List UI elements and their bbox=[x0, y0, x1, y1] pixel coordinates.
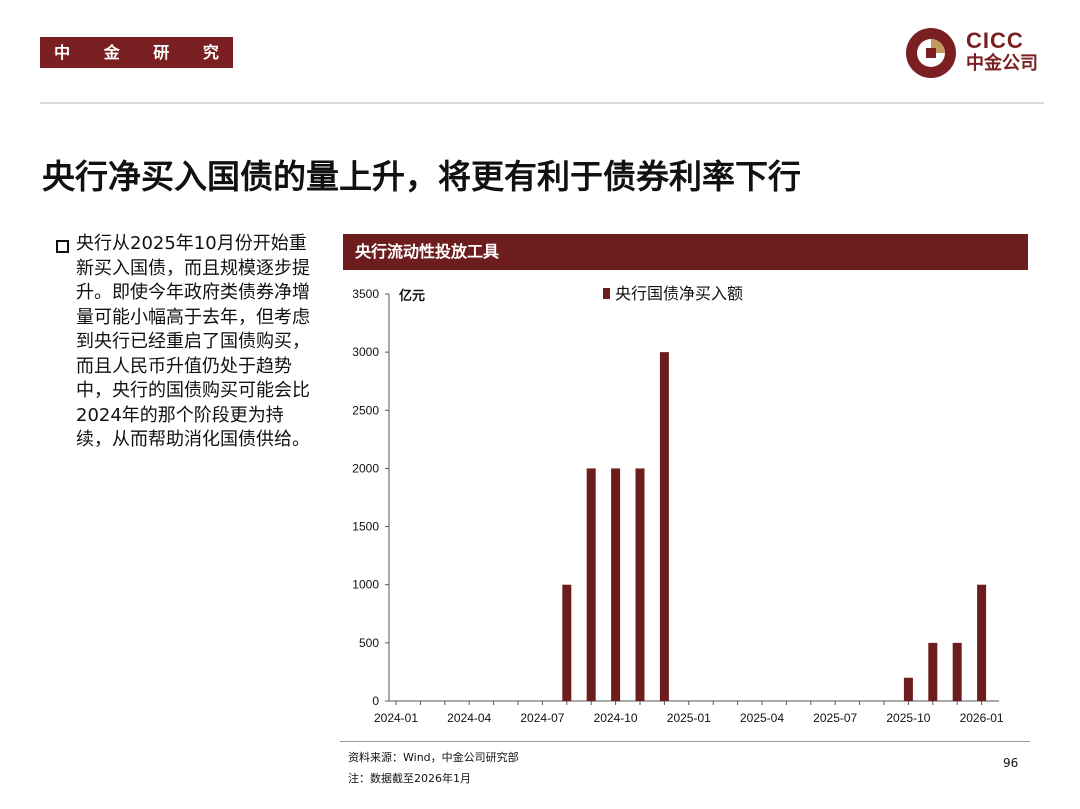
bar bbox=[977, 584, 987, 701]
bar bbox=[586, 468, 596, 701]
y-tick-label: 1500 bbox=[352, 520, 379, 534]
y-axis-unit-label: 亿元 bbox=[399, 288, 425, 304]
x-tick-label: 2024-04 bbox=[447, 711, 491, 725]
chart-header-title: 央行流动性投放工具 bbox=[355, 242, 500, 261]
bar bbox=[659, 352, 669, 701]
bar bbox=[562, 584, 572, 701]
x-tick-label: 2025-10 bbox=[886, 711, 930, 725]
footer-divider bbox=[340, 741, 1030, 742]
x-tick-label: 2024-10 bbox=[594, 711, 638, 725]
data-note: 注：数据截至2026年1月 bbox=[348, 772, 471, 785]
cicc-logo-mark-icon bbox=[906, 28, 956, 78]
bar bbox=[928, 642, 938, 701]
x-tick-label: 2024-07 bbox=[520, 711, 564, 725]
chart-header-bar: 央行流动性投放工具 bbox=[343, 234, 1028, 270]
x-tick-label: 2025-01 bbox=[667, 711, 711, 725]
page-title: 央行净买入国债的量上升，将更有利于债券利率下行 bbox=[42, 157, 801, 196]
y-tick-label: 500 bbox=[359, 636, 379, 650]
header-divider bbox=[40, 102, 1044, 104]
bar bbox=[635, 468, 645, 701]
y-tick-label: 0 bbox=[372, 694, 379, 708]
legend-swatch bbox=[603, 288, 610, 299]
bullet-text: 央行从2025年10月份开始重新买入国债，而且规模逐步提升。即使今年政府类债券净… bbox=[76, 233, 310, 450]
bar bbox=[611, 468, 621, 701]
x-tick-label: 2026-01 bbox=[960, 711, 1004, 725]
y-tick-label: 3000 bbox=[352, 345, 379, 359]
y-tick-label: 1000 bbox=[352, 578, 379, 592]
x-tick-label: 2025-07 bbox=[813, 711, 857, 725]
page-number: 96 bbox=[1003, 756, 1019, 770]
bar-chart: 0 500 1000 1500 2000 2500 3000 3500 亿元 2024-01 202… bbox=[352, 284, 1004, 725]
bar bbox=[903, 677, 913, 701]
logo-text-cn: 中金公司 bbox=[966, 53, 1038, 74]
source-note: 资料来源：Wind，中金公司研究部 bbox=[348, 751, 519, 764]
bullet-square-icon bbox=[56, 240, 69, 253]
x-tick-label: 2024-01 bbox=[374, 711, 418, 725]
logo-text-en: CICC bbox=[966, 28, 1024, 53]
y-tick-label: 2500 bbox=[352, 403, 379, 417]
cicc-logo: CICC 中金公司 bbox=[905, 24, 1055, 84]
y-tick-label: 2000 bbox=[352, 461, 379, 475]
department-tag: 中 金 研 究 部 bbox=[40, 37, 233, 93]
x-tick-label: 2025-04 bbox=[740, 711, 784, 725]
legend-label: 央行国债净买入额 bbox=[615, 284, 743, 303]
y-tick-label: 3500 bbox=[352, 287, 379, 301]
bar bbox=[952, 642, 962, 701]
